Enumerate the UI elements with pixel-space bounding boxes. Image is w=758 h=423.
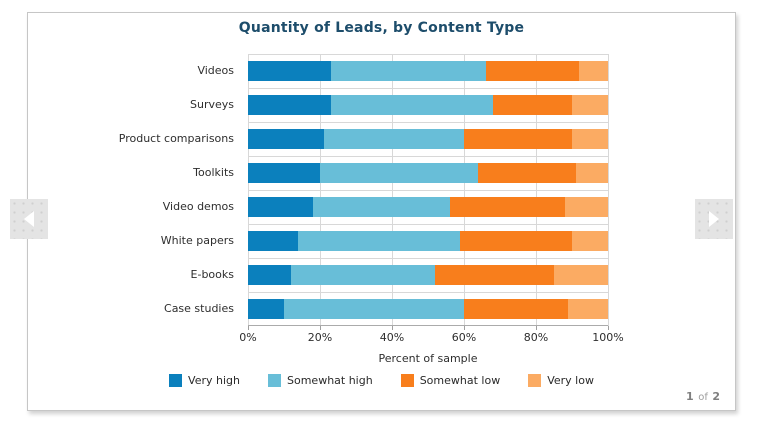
category-label: Video demos <box>162 200 234 213</box>
bar-segment-very-high <box>248 61 331 81</box>
gridline-horizontal <box>248 53 608 55</box>
x-tick-label: 100% <box>592 331 624 344</box>
page-total: 2 <box>712 390 720 403</box>
bar-segment-somewhat-high <box>330 95 493 115</box>
chart-panel: Quantity of Leads, by Content Type Video… <box>10 12 736 411</box>
axis-tick <box>607 326 609 330</box>
legend-swatch <box>268 374 281 387</box>
category-label: White papers <box>160 234 234 247</box>
legend-swatch <box>169 374 183 387</box>
bar-segment-very-low <box>568 299 608 319</box>
bar-row <box>248 299 608 319</box>
bar-segment-very-low <box>571 95 608 115</box>
bar-segment-very-low <box>553 265 608 285</box>
left-arrow-icon <box>24 211 34 227</box>
category-label: Toolkits <box>193 166 234 179</box>
plot-area <box>247 53 609 330</box>
bar-segment-very-high <box>248 265 292 285</box>
gridline-horizontal <box>248 257 608 259</box>
bar-segment-very-low <box>571 129 608 149</box>
bar-segment-somewhat-low <box>464 299 569 319</box>
x-axis-line <box>248 325 608 326</box>
bar-segment-somewhat-high <box>320 163 479 183</box>
bar-segment-somewhat-high <box>291 265 436 285</box>
bar-segment-somewhat-low <box>485 61 580 81</box>
bar-segment-very-high <box>248 129 324 149</box>
prev-button[interactable] <box>10 199 48 239</box>
bar-segment-very-low <box>575 163 608 183</box>
next-button[interactable] <box>695 199 733 239</box>
legend-swatch <box>528 374 542 387</box>
bar-segment-somewhat-low <box>478 163 576 183</box>
legend-item: Somewhat low <box>400 374 501 387</box>
bar-segment-very-high <box>248 231 299 251</box>
gridline-horizontal <box>248 155 608 157</box>
bar-segment-somewhat-low <box>463 129 572 149</box>
legend-item: Somewhat high <box>268 374 373 387</box>
x-tick-label: 60% <box>451 331 477 344</box>
bar-segment-somewhat-low <box>435 265 554 285</box>
bar-row <box>248 129 608 149</box>
x-axis-ticks: 0% 20% 40% 60% 80% 100% <box>239 331 623 345</box>
gridline-horizontal <box>248 189 608 191</box>
bar-segment-somewhat-low <box>492 95 572 115</box>
bar-segment-very-high <box>248 299 284 319</box>
x-tick-label: 0% <box>239 331 257 344</box>
category-axis: Videos Surveys Product comparisons Toolkits… <box>28 54 240 326</box>
bar-row <box>248 163 608 183</box>
page-separator: of <box>698 392 708 403</box>
bar-segment-very-low <box>564 197 608 217</box>
bar-segment-somewhat-high <box>298 231 461 251</box>
bar-segment-somewhat-high <box>323 129 464 149</box>
gridline-horizontal <box>248 87 608 89</box>
legend: Very high Somewhat high Somewhat low Very l… <box>28 374 735 387</box>
gridline-vertical <box>607 54 609 326</box>
bar-segment-very-low <box>579 61 608 81</box>
legend-label: Somewhat high <box>287 374 373 387</box>
legend-swatch <box>400 374 414 387</box>
legend-label: Somewhat low <box>419 374 501 387</box>
legend-label: Very low <box>547 374 594 387</box>
bar-row <box>248 61 608 81</box>
axis-tick <box>463 326 465 330</box>
right-arrow-icon <box>709 211 719 227</box>
axis-tick <box>391 326 393 330</box>
bar-segment-somewhat-high <box>330 61 486 81</box>
category-label: Case studies <box>164 302 234 315</box>
category-label: Videos <box>197 64 234 77</box>
axis-tick <box>535 326 537 330</box>
page-indicator: 1 of 2 <box>686 390 720 403</box>
legend-item: Very low <box>528 374 594 387</box>
gridline-horizontal <box>248 223 608 225</box>
legend-label: Very high <box>188 374 240 387</box>
bar-segment-very-low <box>571 231 608 251</box>
x-axis-label: Percent of sample <box>378 352 478 365</box>
x-tick-label: 40% <box>379 331 405 344</box>
category-label: E-books <box>190 268 234 281</box>
bar-segment-somewhat-high <box>284 299 464 319</box>
bar-row <box>248 95 608 115</box>
bar-segment-very-high <box>248 95 331 115</box>
bar-segment-very-high <box>248 197 313 217</box>
category-label: Product comparisons <box>118 132 234 145</box>
gridline-horizontal <box>248 291 608 293</box>
bar-row <box>248 197 608 217</box>
page-current: 1 <box>686 390 694 403</box>
x-tick-label: 20% <box>307 331 333 344</box>
bar-row <box>248 265 608 285</box>
category-label: Surveys <box>190 98 234 111</box>
bar-segment-very-high <box>248 163 320 183</box>
x-tick-label: 80% <box>523 331 549 344</box>
bar-segment-somewhat-low <box>460 231 572 251</box>
gridline-horizontal <box>248 121 608 123</box>
bar-segment-somewhat-high <box>312 197 450 217</box>
axis-tick <box>319 326 321 330</box>
legend-item: Very high <box>169 374 240 387</box>
bar-row <box>248 231 608 251</box>
bar-segment-somewhat-low <box>449 197 565 217</box>
axis-tick <box>247 326 249 330</box>
chart-title: Quantity of Leads, by Content Type <box>238 20 525 36</box>
